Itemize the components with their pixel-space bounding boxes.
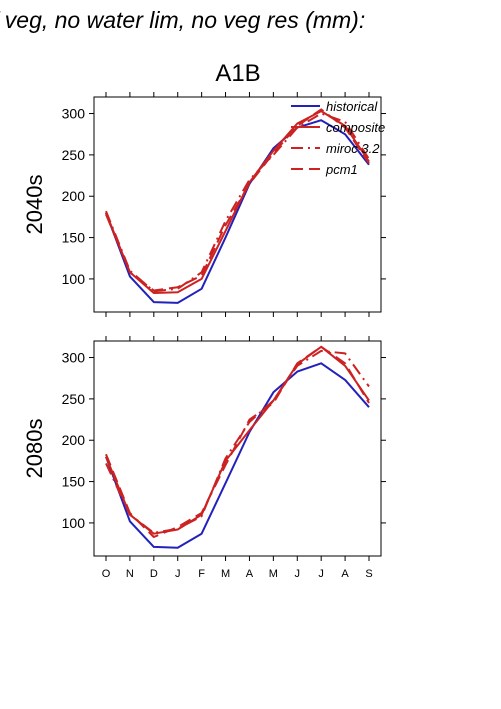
panel-label: 2040s (22, 175, 47, 235)
y-tick-label: 250 (62, 147, 86, 163)
y-tick-label: 200 (62, 188, 86, 204)
x-tick-label: M (269, 568, 278, 580)
legend-label: composite (326, 120, 385, 135)
figure-title: f veg, no water lim, no veg res (mm): (0, 7, 365, 33)
chart-panels: 100 150 200 250 300 2040s historical composite m… (22, 92, 386, 580)
legend-label: miroc 3.2 (326, 141, 380, 156)
series-line-historical (105, 362, 370, 549)
legend-label: historical (326, 99, 378, 114)
y-tick-label: 300 (62, 350, 86, 366)
x-tick-label: N (126, 568, 134, 580)
x-tick-label: A (246, 568, 254, 580)
chart-panel-2040s: 100 150 200 250 300 2040s historical composite m… (22, 92, 386, 317)
series-line-miroc-3-2 (105, 112, 370, 293)
y-tick-label: 100 (62, 515, 86, 531)
x-tick-label: F (198, 568, 205, 580)
x-tick-label: J (175, 568, 181, 580)
legend-label: pcm1 (325, 162, 358, 177)
y-tick-label: 250 (62, 391, 86, 407)
x-tick-label: O (102, 568, 111, 580)
series-line-miroc-3-2 (105, 349, 370, 534)
y-tick-label: 100 (62, 271, 86, 287)
series-line-pcm1 (105, 345, 370, 538)
x-tick-label: J (318, 568, 324, 580)
plot-frame (93, 96, 382, 313)
series-line-historical (105, 119, 370, 304)
y-tick-label: 300 (62, 106, 86, 122)
series-line-composite (105, 110, 370, 294)
x-tick-label: M (221, 568, 230, 580)
x-tick-label: A (341, 568, 349, 580)
panel-label: 2080s (22, 419, 47, 479)
y-tick-label: 150 (62, 230, 86, 246)
x-tick-label: J (295, 568, 301, 580)
scenario-title: A1B (215, 60, 260, 87)
x-tick-label: S (365, 568, 372, 580)
y-tick-label: 150 (62, 474, 86, 490)
series-line-pcm1 (105, 108, 370, 292)
plot-frame (93, 340, 382, 557)
y-tick-label: 200 (62, 432, 86, 448)
chart-legend: historical composite miroc 3.2 pcm1 (291, 99, 385, 177)
chart-panel-2080s: 100 150 200 250 300 O N D J F M A M J J A S 2080s (22, 336, 386, 580)
x-tick-label: D (150, 568, 158, 580)
